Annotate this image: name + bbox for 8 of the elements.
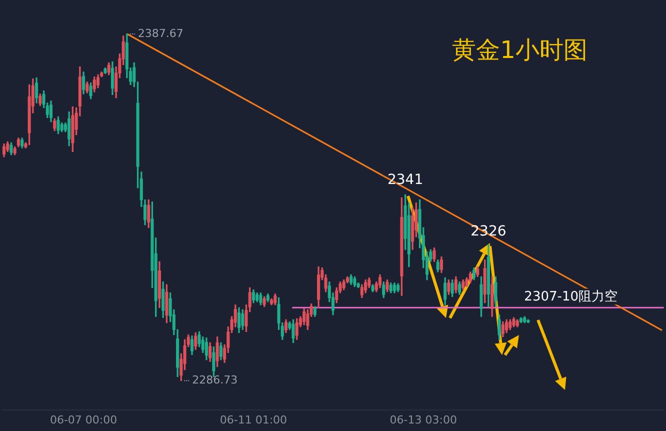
x-tick-label: 06-11 01:00 — [220, 413, 288, 426]
x-tick-label: 06-13 03:00 — [390, 413, 457, 426]
ref-line-label: 2307-10阻力空 — [524, 289, 618, 304]
annotation: 2341 — [387, 172, 424, 188]
annotation: 2387.67 — [138, 26, 184, 40]
x-tick-label: 06-07 00:00 — [50, 413, 118, 426]
chart-title: 黄金1小时图 — [452, 36, 588, 64]
annotation: 2286.73 — [192, 374, 238, 387]
